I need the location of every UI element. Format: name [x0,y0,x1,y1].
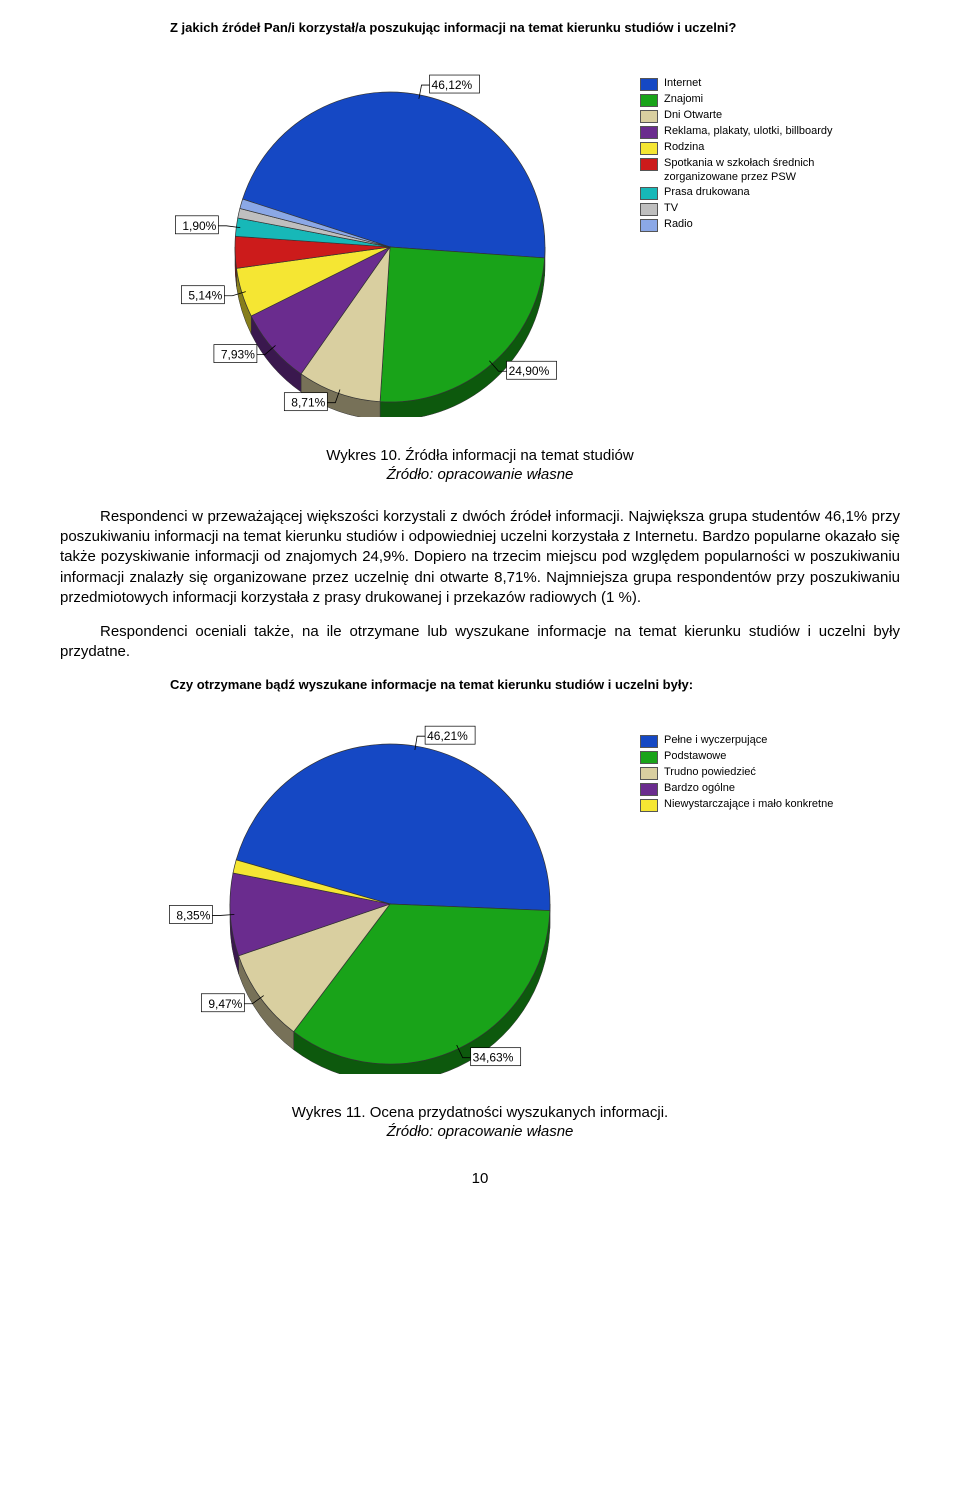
pie-slice-label: 9,47% [208,996,242,1010]
legend-label: Znajomi [664,93,703,107]
legend-swatch [640,767,658,780]
legend-item: TV [640,202,834,216]
chart2-caption-sub: Źródło: opracowanie własne [60,1123,900,1140]
legend-item: Podstawowe [640,750,833,764]
legend-label: Radio [664,218,693,232]
legend-swatch [640,158,658,171]
legend-swatch [640,203,658,216]
legend-label: Bardzo ogólne [664,782,735,796]
chart1-caption: Wykres 10. Źródła informacji na temat st… [60,447,900,464]
legend-item: Dni Otwarte [640,109,834,123]
chart1-title: Z jakich źródeł Pan/i korzystał/a poszuk… [170,20,900,37]
legend-item: Znajomi [640,93,834,107]
chart1-caption-sub: Źródło: opracowanie własne [60,466,900,483]
legend-item: Spotkania w szkołach średnich zorganizow… [640,157,834,185]
chart2-caption: Wykres 11. Ocena przydatności wyszukanyc… [60,1104,900,1121]
pie-slice-label: 34,63% [473,1050,514,1064]
legend-swatch [640,219,658,232]
legend-swatch [640,126,658,139]
legend-label: Rodzina [664,141,704,155]
legend-label: Spotkania w szkołach średnich zorganizow… [664,157,834,185]
chart2-pie: 46,21% 34,63% 9,47% 8,35% [120,704,620,1074]
pie-slice-label: 5,14% [188,289,222,303]
legend-label: Podstawowe [664,750,726,764]
legend-item: Pełne i wyczerpujące [640,734,833,748]
legend-item: Radio [640,218,834,232]
pie-slice-label: 8,35% [176,908,210,922]
legend-swatch [640,110,658,123]
legend-item: Reklama, plakaty, ulotki, billboardy [640,125,834,139]
legend-label: Pełne i wyczerpujące [664,734,767,748]
legend-swatch [640,799,658,812]
chart1-pie: 46,12% 24,90% 8,71% 7,93% 5,14% 1,90% [120,47,620,417]
legend-swatch [640,142,658,155]
legend-swatch [640,751,658,764]
legend-label: Internet [664,77,701,91]
legend-swatch [640,94,658,107]
legend-swatch [640,783,658,796]
legend-label: Reklama, plakaty, ulotki, billboardy [664,125,833,139]
legend-label: Trudno powiedzieć [664,766,756,780]
legend-item: Niewystarczające i mało konkretne [640,798,833,812]
paragraph-1: Respondenci w przeważającej większości k… [60,507,900,608]
pie-slice-label: 7,93% [221,347,255,361]
legend-label: Niewystarczające i mało konkretne [664,798,833,812]
chart1-legend: Internet Znajomi Dni Otwarte Reklama, plaka… [640,77,834,235]
legend-item: Internet [640,77,834,91]
page-number: 10 [60,1170,900,1187]
chart2-container: 46,21% 34,63% 9,47% 8,35% Pełne i wyczerpuj… [120,704,900,1074]
chart2-title: Czy otrzymane bądź wyszukane informacje … [170,677,900,694]
paragraph-2: Respondenci oceniali także, na ile otrzy… [60,622,900,663]
legend-swatch [640,187,658,200]
pie-slice-label: 24,90% [509,364,550,378]
chart2-legend: Pełne i wyczerpujące Podstawowe Trudno pow… [640,734,833,814]
legend-swatch [640,735,658,748]
chart1-container: 46,12% 24,90% 8,71% 7,93% 5,14% 1,90% Interne… [120,47,900,417]
pie-slice-label: 1,90% [182,219,216,233]
legend-label: Dni Otwarte [664,109,722,123]
legend-item: Trudno powiedzieć [640,766,833,780]
legend-item: Rodzina [640,141,834,155]
pie-slice-label: 46,12% [432,78,473,92]
pie-slice-label: 8,71% [291,396,325,410]
legend-item: Bardzo ogólne [640,782,833,796]
legend-label: TV [664,202,678,216]
legend-label: Prasa drukowana [664,186,750,200]
pie-slice-label: 46,21% [427,729,468,743]
legend-swatch [640,78,658,91]
legend-item: Prasa drukowana [640,186,834,200]
